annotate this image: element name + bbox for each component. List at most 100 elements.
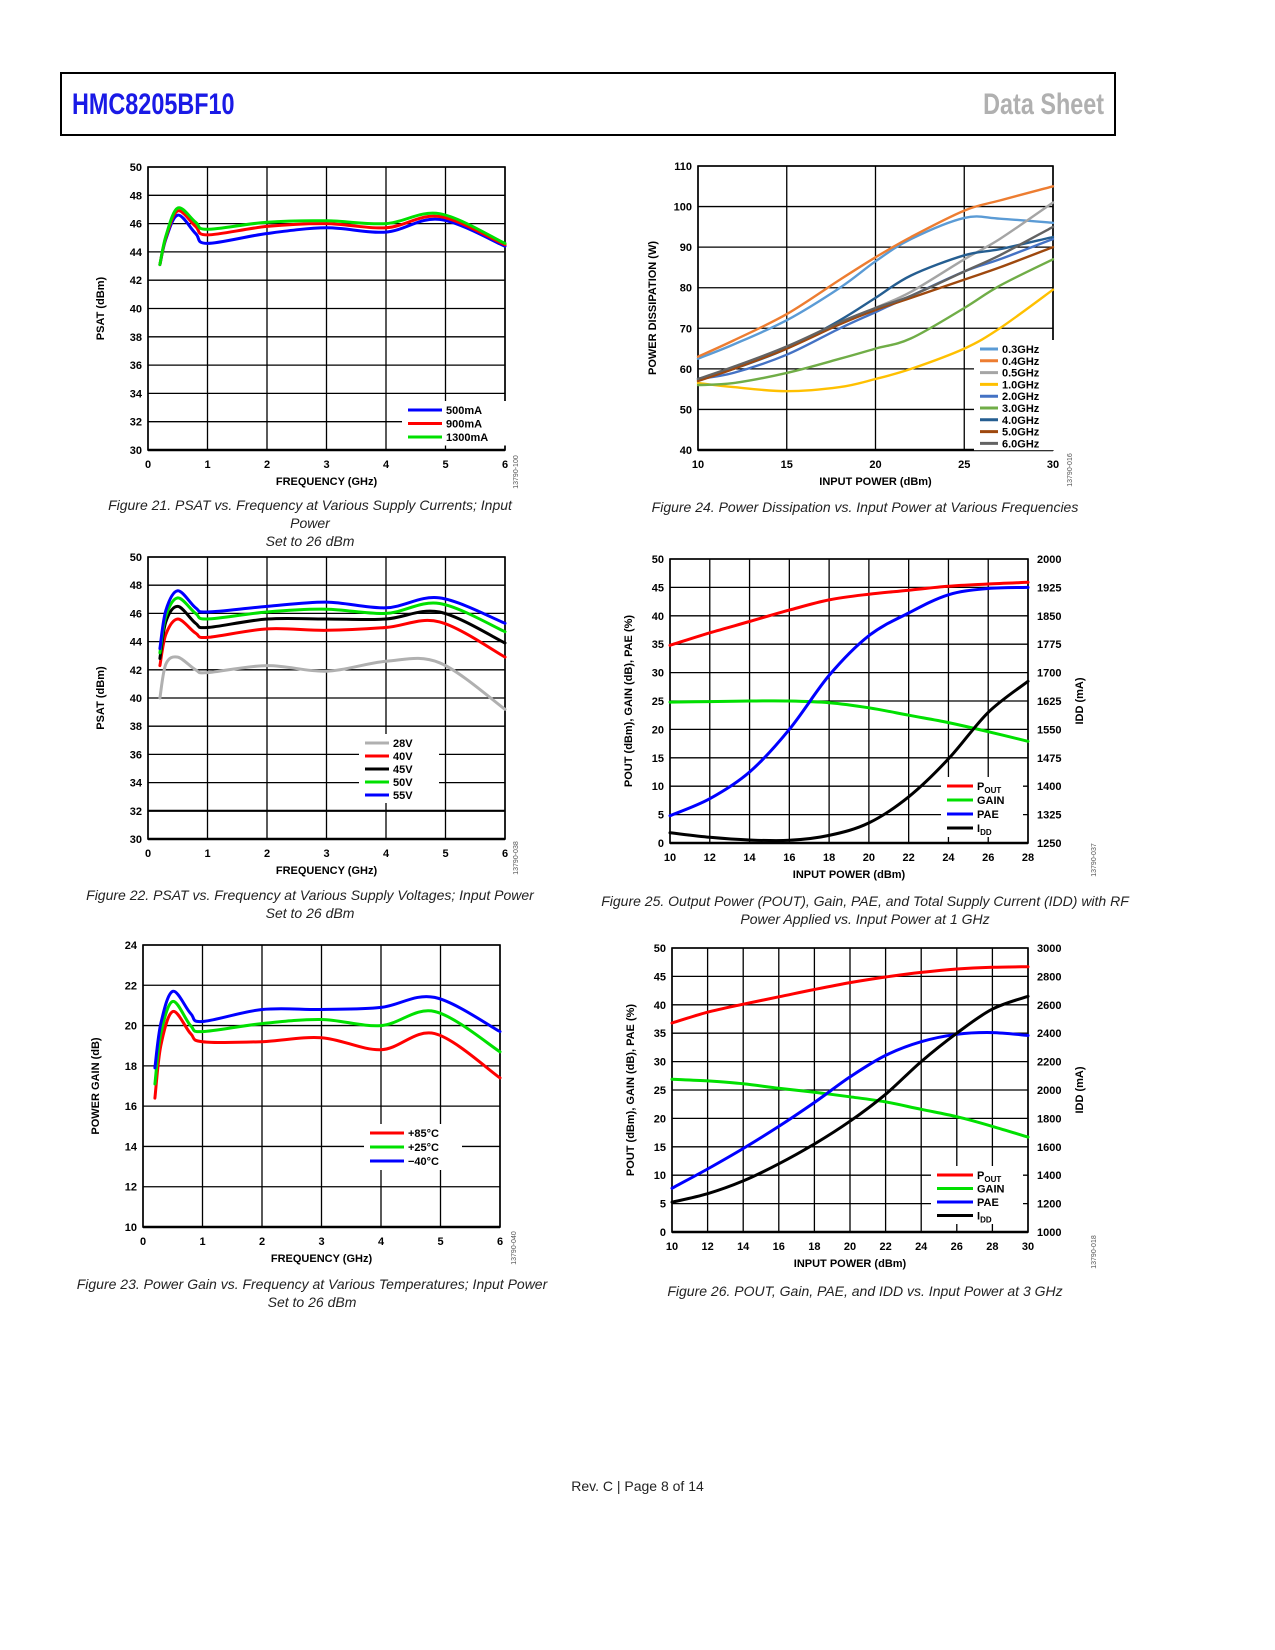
y-tick-label: 15	[654, 1142, 666, 1154]
y-tick-label: 48	[130, 190, 142, 202]
series-line-45v	[158, 604, 507, 660]
y2-tick-label: 1775	[1037, 639, 1061, 651]
caption-line-2: Power Applied vs. Input Power at 1 GHz	[740, 911, 990, 927]
series-line-pae	[670, 1031, 1030, 1190]
legend-background	[974, 340, 1070, 451]
x-tick-label: 5	[442, 848, 448, 860]
x-tick-label: 3	[323, 848, 329, 860]
grid	[147, 556, 506, 840]
legend-label: 500mA	[446, 405, 482, 417]
x-tick-label: 6	[502, 459, 508, 471]
legend-label: 6.0GHz	[1002, 438, 1040, 450]
y-tick-label: 25	[652, 696, 664, 708]
y-axis-label: POUT (dBm), GAIN (dB), PAE (%)	[623, 615, 635, 787]
figure-code: 13790-016	[1067, 453, 1074, 487]
series-line-idd	[670, 994, 1030, 1204]
plot-frame	[671, 947, 1029, 1233]
legend-label: 0.5GHz	[1002, 368, 1040, 380]
y-tick-label: 40	[130, 304, 142, 316]
figure-code: 13790-037	[1091, 843, 1098, 877]
y2-tick-label: 1700	[1037, 668, 1061, 680]
legend-label: 0.3GHz	[1002, 344, 1040, 356]
y2-tick-label: 3000	[1037, 943, 1061, 955]
series-line-50ghz	[696, 245, 1055, 383]
series-line-40ghz	[696, 235, 1055, 381]
x-tick-label: 24	[942, 852, 955, 864]
series-line-gain	[670, 1077, 1030, 1139]
caption-line-2: Set to 26 dBm	[265, 905, 355, 921]
legend-label: 0.4GHz	[1002, 356, 1040, 368]
caption-figure-23: Figure 23. Power Gain vs. Frequency at V…	[64, 1275, 560, 1311]
series-line-pae	[668, 585, 1030, 818]
y-tick-label: 34	[130, 778, 143, 790]
legend-label: 55V	[393, 790, 413, 802]
legend-background	[402, 401, 516, 446]
y2-tick-label: 2000	[1037, 554, 1061, 566]
grid	[669, 558, 1029, 844]
x-tick-label: 3	[323, 459, 329, 471]
series-line-40c	[153, 989, 502, 1070]
y-tick-label: 48	[130, 580, 142, 592]
caption-line-1: Figure 21. PSAT vs. Frequency at Various…	[108, 497, 512, 531]
y-axis-label: POWER GAIN (dB)	[90, 1037, 102, 1134]
y2-axis-label: IDD (mA)	[1074, 1066, 1086, 1113]
legend-background	[364, 1124, 462, 1170]
y-tick-label: 50	[680, 404, 692, 416]
x-axis-label: INPUT POWER (dBm)	[793, 869, 906, 881]
series-line-1300ma	[158, 206, 507, 267]
caption-line-1: Figure 23. Power Gain vs. Frequency at V…	[76, 1276, 548, 1292]
y-tick-label: 70	[680, 323, 692, 335]
figure-code: 13790-100	[513, 455, 520, 489]
y-tick-label: 25	[654, 1085, 666, 1097]
y-tick-label: 15	[652, 753, 664, 765]
y2-tick-label: 2600	[1037, 1000, 1061, 1012]
legend-label-sub: DD	[980, 828, 992, 837]
y-tick-label: 45	[652, 582, 664, 594]
y-axis-label: POWER DISSIPATION (W)	[647, 241, 659, 375]
y-tick-label: 60	[680, 364, 692, 376]
x-tick-label: 10	[692, 459, 704, 471]
x-tick-label: 14	[743, 852, 756, 864]
x-tick-label: 10	[664, 852, 676, 864]
y-tick-label: 50	[130, 552, 142, 564]
y2-tick-label: 2400	[1037, 1028, 1061, 1040]
x-tick-label: 3	[318, 1236, 324, 1248]
y-tick-label: 5	[658, 810, 664, 822]
y-tick-label: 20	[652, 724, 664, 736]
y2-tick-label: 1400	[1037, 1170, 1061, 1182]
y-tick-label: 100	[674, 202, 692, 214]
x-tick-label: 24	[915, 1241, 928, 1253]
y2-tick-label: 2800	[1037, 971, 1061, 983]
caption-figure-22: Figure 22. PSAT vs. Frequency at Various…	[80, 886, 540, 922]
series-line-25c	[153, 999, 502, 1086]
y-tick-label: 30	[130, 445, 142, 457]
x-tick-label: 20	[863, 852, 875, 864]
y-tick-label: 18	[125, 1061, 137, 1073]
figure-code: 13790-038	[513, 841, 520, 875]
series-line-85c	[153, 1010, 502, 1100]
legend-label: POUT	[977, 1170, 1001, 1184]
x-tick-label: 18	[823, 852, 835, 864]
legend-label: POUT	[977, 781, 1001, 795]
legend-label: 5.0GHz	[1002, 427, 1040, 439]
series-line-gain	[668, 699, 1030, 743]
y-tick-label: 10	[654, 1170, 666, 1182]
x-tick-label: 4	[378, 1236, 385, 1248]
x-tick-label: 20	[869, 459, 881, 471]
y-tick-label: 42	[130, 275, 142, 287]
y-tick-label: 50	[652, 554, 664, 566]
series-line-60ghz	[696, 225, 1055, 381]
x-tick-label: 4	[383, 848, 390, 860]
legend-label: IDD	[977, 1211, 992, 1225]
legend-label: +25°C	[408, 1142, 439, 1154]
y2-tick-label: 1925	[1037, 582, 1061, 594]
series-line-28v	[158, 655, 507, 711]
caption-figure-26: Figure 26. POUT, Gain, PAE, and IDD vs. …	[620, 1282, 1110, 1300]
x-axis-label: INPUT POWER (dBm)	[794, 1258, 907, 1270]
y-tick-label: 90	[680, 242, 692, 254]
y-tick-label: 110	[674, 161, 692, 173]
x-tick-label: 28	[986, 1241, 998, 1253]
x-tick-label: 30	[1047, 459, 1059, 471]
